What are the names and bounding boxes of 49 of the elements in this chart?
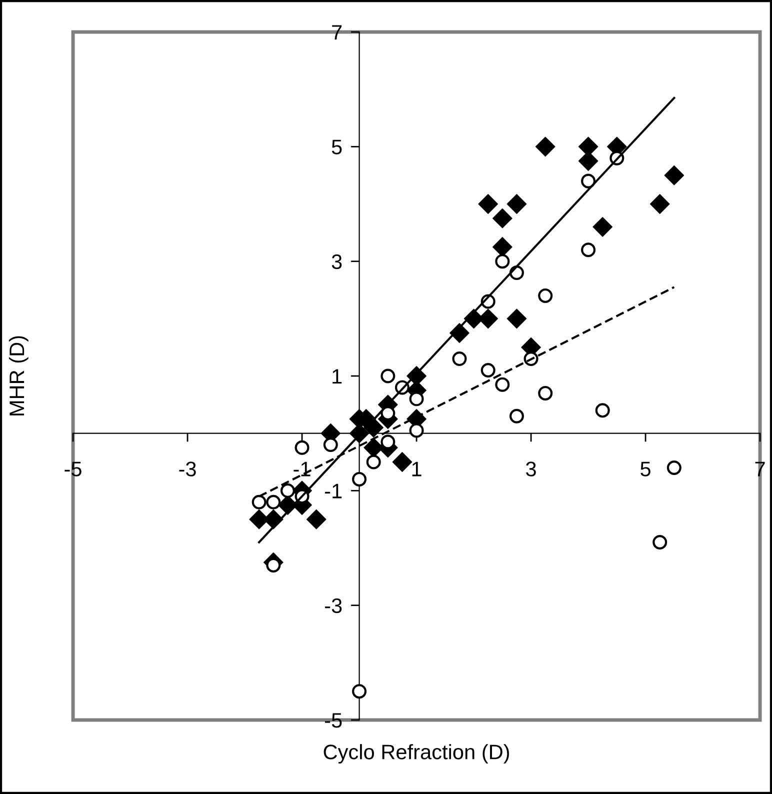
- point: [592, 217, 613, 237]
- point: [538, 386, 553, 400]
- x-tick-label: 5: [640, 462, 650, 476]
- point: [495, 254, 510, 269]
- point: [323, 438, 338, 452]
- point: [266, 494, 281, 510]
- point: [294, 440, 310, 455]
- point: [352, 684, 367, 699]
- x-axis-title: Cyclo Refraction (D): [324, 744, 510, 764]
- point: [480, 363, 496, 378]
- point: [492, 208, 512, 228]
- point: [581, 174, 596, 188]
- point: [538, 288, 553, 303]
- point: [666, 460, 682, 475]
- point: [352, 472, 367, 486]
- point: [306, 509, 326, 530]
- point: [506, 308, 527, 329]
- x-tick-label: 3: [526, 462, 536, 476]
- point: [409, 392, 424, 406]
- y-tick-label: 5: [332, 140, 342, 154]
- point: [595, 403, 610, 418]
- point: [392, 452, 412, 472]
- point: [652, 535, 668, 550]
- y-tick-label: 3: [332, 254, 342, 270]
- point: [452, 352, 467, 366]
- point: [650, 194, 670, 214]
- x-tick-label: 1: [412, 462, 422, 476]
- point: [664, 165, 684, 186]
- point: [506, 194, 527, 214]
- y-axis-title: MHR (D): [8, 336, 28, 416]
- point: [380, 434, 396, 450]
- point: [380, 368, 396, 384]
- point: [478, 194, 498, 214]
- point: [366, 454, 381, 470]
- x-tick-label: -5: [64, 462, 82, 476]
- y-tick-label: 1: [332, 369, 342, 384]
- point: [495, 377, 510, 392]
- point: [280, 483, 295, 498]
- point: [535, 136, 556, 157]
- x-tick-label: 7: [755, 462, 765, 476]
- point: [409, 423, 424, 438]
- point: [581, 242, 596, 258]
- x-tick-label: -3: [179, 462, 196, 476]
- point: [252, 494, 266, 510]
- point: [509, 408, 524, 424]
- y-tick-label: -5: [325, 713, 342, 728]
- y-tick-label: -1: [325, 484, 342, 498]
- y-tick-label: -3: [325, 598, 342, 614]
- y-tick-label: 7: [332, 25, 342, 40]
